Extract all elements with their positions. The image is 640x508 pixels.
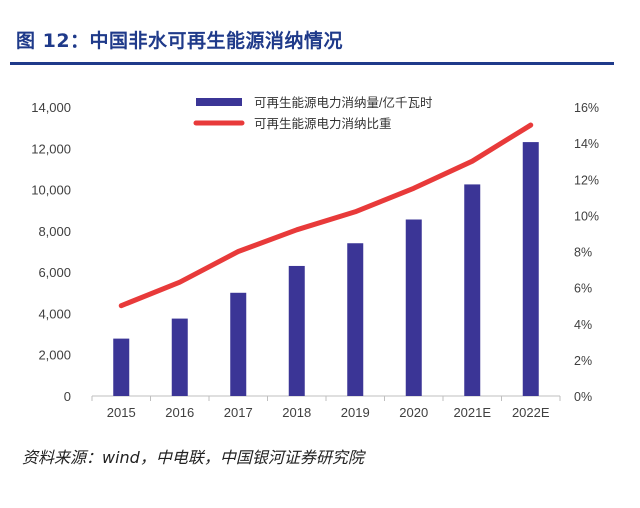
y-left-tick-label: 12,000: [31, 141, 71, 156]
y-right-tick-label: 0%: [574, 390, 592, 404]
bar: [464, 184, 481, 396]
line-point: [179, 281, 181, 283]
y-right-tick-label: 4%: [574, 318, 592, 332]
x-tick-label: 2020: [399, 405, 428, 420]
x-tick-label: 2019: [341, 405, 370, 420]
line-point: [530, 124, 532, 126]
x-tick-label: 2022E: [512, 405, 550, 420]
title-rule: [10, 62, 614, 65]
line-point: [237, 251, 239, 252]
line-point: [120, 305, 122, 307]
line-point: [471, 160, 473, 162]
x-tick-label: 2021E: [453, 405, 491, 420]
axes: 0 2,000 4,000 6,000 8,000 10,000 12,000 14,000 0…: [31, 100, 599, 420]
bar: [405, 219, 422, 396]
y-right-tick-label: 12%: [574, 173, 599, 187]
x-tick-label: 2018: [282, 405, 311, 420]
bar: [230, 292, 247, 396]
line-point: [413, 187, 415, 189]
bar: [522, 142, 539, 396]
legend-bar-label: 可再生能源电力消纳量/亿千瓦时: [254, 95, 433, 110]
y-right-tick-label: 14%: [574, 137, 599, 151]
y-left-tick-label: 6,000: [38, 265, 71, 280]
line-point: [296, 229, 298, 231]
x-tick-label: 2017: [224, 405, 253, 420]
bar: [347, 243, 364, 396]
x-tick-label: 2016: [165, 405, 194, 420]
bar: [113, 338, 130, 396]
y-left-tick-label: 14,000: [31, 100, 71, 115]
y-left-tick-label: 8,000: [38, 224, 71, 239]
line-point: [354, 211, 356, 213]
ratio-line: [118, 122, 534, 309]
chart: 0 2,000 4,000 6,000 8,000 10,000 12,000 14,000 0…: [31, 95, 599, 420]
legend-line-label: 可再生能源电力消纳比重: [254, 116, 392, 131]
bars: [113, 142, 539, 396]
y-right-tick-label: 8%: [574, 246, 592, 260]
y-left-tick-label: 4,000: [38, 306, 71, 321]
y-left-tick-label: 2,000: [38, 348, 71, 363]
bar: [288, 265, 305, 396]
ratio-line-path: [118, 122, 534, 309]
chart-title: 图 12：中国非水可再生能源消纳情况: [16, 30, 344, 52]
y-left-tick-label: 10,000: [31, 183, 71, 198]
source-note: 资料来源：wind，中电联，中国银河证券研究院: [22, 448, 364, 467]
y-right-tick-label: 16%: [574, 101, 599, 115]
x-tick-label: 2015: [107, 405, 136, 420]
y-right-tick-label: 6%: [574, 282, 592, 296]
legend-bar-swatch: [196, 98, 242, 106]
y-right-tick-label: 10%: [574, 209, 599, 223]
y-left-tick-label: 0: [64, 389, 71, 404]
bar: [171, 318, 188, 396]
y-right-tick-label: 2%: [574, 354, 592, 368]
